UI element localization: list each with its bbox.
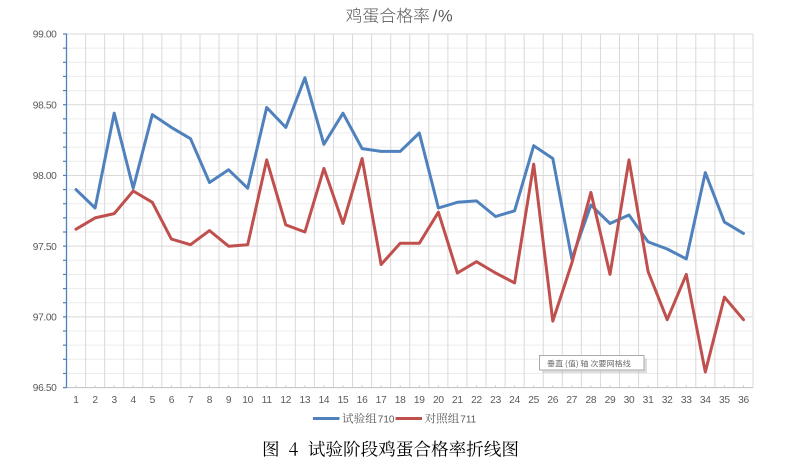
svg-text:2: 2 bbox=[92, 395, 98, 406]
svg-text:32: 32 bbox=[662, 395, 673, 406]
svg-text:1: 1 bbox=[73, 395, 79, 406]
svg-text:3: 3 bbox=[111, 395, 117, 406]
svg-text:96.50: 96.50 bbox=[33, 383, 57, 394]
svg-text:31: 31 bbox=[643, 395, 654, 406]
svg-text:10: 10 bbox=[242, 395, 253, 406]
svg-text:16: 16 bbox=[357, 395, 368, 406]
svg-text:35: 35 bbox=[719, 395, 730, 406]
svg-text:711: 711 bbox=[460, 414, 476, 425]
svg-text:18: 18 bbox=[395, 395, 406, 406]
svg-text:33: 33 bbox=[681, 395, 692, 406]
svg-text:6: 6 bbox=[169, 395, 175, 406]
svg-text:30: 30 bbox=[624, 395, 635, 406]
svg-text:14: 14 bbox=[318, 395, 329, 406]
svg-text:19: 19 bbox=[414, 395, 425, 406]
svg-text:7: 7 bbox=[188, 395, 194, 406]
svg-text:23: 23 bbox=[490, 395, 501, 406]
svg-text:9: 9 bbox=[226, 395, 232, 406]
svg-text:98.00: 98.00 bbox=[33, 171, 57, 182]
svg-text:710: 710 bbox=[378, 414, 395, 425]
svg-text:17: 17 bbox=[376, 395, 387, 406]
svg-text:21: 21 bbox=[452, 395, 463, 406]
svg-text:97.50: 97.50 bbox=[33, 242, 57, 253]
svg-text:25: 25 bbox=[528, 395, 539, 406]
svg-text:8: 8 bbox=[207, 395, 213, 406]
svg-text:/%: /% bbox=[433, 8, 454, 26]
svg-text:29: 29 bbox=[605, 395, 616, 406]
svg-text:11: 11 bbox=[262, 395, 273, 406]
svg-text:12: 12 bbox=[280, 395, 291, 406]
svg-text:98.50: 98.50 bbox=[33, 100, 57, 111]
svg-text:28: 28 bbox=[585, 395, 596, 406]
svg-text:22: 22 bbox=[471, 395, 482, 406]
svg-text:34: 34 bbox=[700, 395, 711, 406]
svg-text:36: 36 bbox=[738, 395, 749, 406]
svg-text:13: 13 bbox=[299, 395, 310, 406]
svg-text:24: 24 bbox=[509, 395, 520, 406]
svg-text:20: 20 bbox=[433, 395, 444, 406]
svg-text:26: 26 bbox=[547, 395, 558, 406]
svg-text:99.00: 99.00 bbox=[33, 30, 57, 41]
svg-text:15: 15 bbox=[338, 395, 349, 406]
svg-text:5: 5 bbox=[150, 395, 156, 406]
svg-text:27: 27 bbox=[566, 395, 577, 406]
svg-text:4: 4 bbox=[130, 395, 136, 406]
svg-text:97.00: 97.00 bbox=[33, 313, 57, 324]
